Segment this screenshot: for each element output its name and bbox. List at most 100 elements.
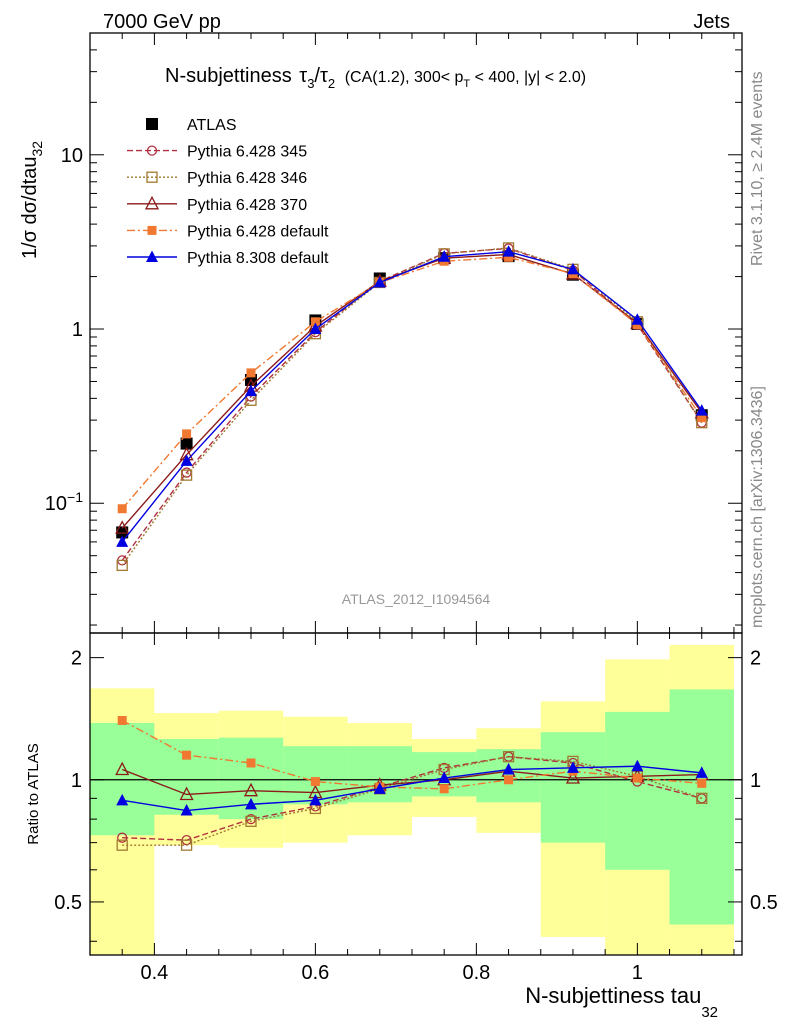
ratio-series-point-3 <box>697 778 707 788</box>
main-series-line-1 <box>121 247 703 561</box>
ratio-inner-band <box>540 732 606 843</box>
ratio-series-line-1 <box>122 755 702 846</box>
ratio-y-tick-label-left: 2 <box>71 648 82 670</box>
main-series-point-4 <box>697 413 707 423</box>
x-axis-label: N-subjettiness tau32 <box>525 983 718 1021</box>
legend-marker-0 <box>146 118 158 130</box>
main-series-line-5 <box>121 250 703 543</box>
ratio-series-point-4 <box>438 771 451 784</box>
ratio-series-line-4 <box>122 765 702 812</box>
ratio-series-point-2 <box>179 786 194 801</box>
main-series-point-5 <box>502 245 515 257</box>
collision-label: 7000 GeV pp <box>103 11 221 33</box>
ratio-series-point-1 <box>180 839 193 851</box>
ratio-series-point-4 <box>373 782 386 794</box>
ratio-series-point-3 <box>439 784 449 794</box>
ratio-panel: 0.5 0.5 1 1 2 2 0.4 0.6 0.8 1 <box>54 632 778 984</box>
ratio-series-point-1 <box>116 839 128 851</box>
ratio-y-tick-label-left: 0.5 <box>54 892 82 914</box>
ratio-series-point-2 <box>115 761 130 776</box>
main-title: N-subjettiness τ3/τ2 (CA(1.2), 300< pT <… <box>165 65 586 93</box>
main-y-tick-label: 10−1 <box>45 489 83 515</box>
main-series-point-5 <box>116 535 129 547</box>
ratio-inner-band <box>154 739 219 815</box>
main-series-line-4 <box>121 256 703 510</box>
ratio-series-point-3 <box>182 750 192 760</box>
main-series-point-2 <box>180 469 193 481</box>
ratio-series-point-4 <box>309 793 322 806</box>
legend-label-4: Pythia 6.428 default <box>187 223 329 240</box>
main-series-point-5 <box>373 275 386 288</box>
main-y-tick-label: 10 <box>61 145 83 167</box>
ratio-series-point-4 <box>116 793 129 806</box>
ratio-series-point-3 <box>632 773 642 783</box>
x-tick-label: 0.6 <box>301 962 329 984</box>
ratio-series-point-3 <box>246 758 256 768</box>
main-series-point-5 <box>244 384 257 397</box>
ratio-series-point-4 <box>244 797 257 810</box>
x-tick-label: 0.4 <box>140 962 168 984</box>
ratio-inner-band <box>669 689 734 925</box>
legend-label-3: Pythia 6.428 370 <box>187 197 307 214</box>
ratio-series-point-3 <box>117 715 127 725</box>
main-series-point-4 <box>504 252 514 262</box>
main-series-point-0 <box>116 526 129 539</box>
ratio-series-point-1 <box>696 792 708 805</box>
ratio-series-point-0 <box>117 832 128 843</box>
ratio-series-line-2 <box>121 768 702 796</box>
main-y-axis-label: 1/σ dσ/dtau32 <box>19 141 45 259</box>
legend-label-1: Pythia 6.428 345 <box>187 144 307 161</box>
legend-label-0: ATLAS <box>187 117 237 134</box>
legend-marker-4 <box>147 225 157 235</box>
ratio-series-point-1 <box>502 751 515 763</box>
ratio-series-point-3 <box>504 775 514 785</box>
main-series-line-3 <box>121 253 703 529</box>
ratio-series-point-4 <box>566 761 579 773</box>
x-tick-label: 1 <box>632 962 643 984</box>
process-label: Jets <box>693 11 730 33</box>
ratio-series-point-4 <box>695 766 708 778</box>
legend-marker-2 <box>146 171 158 183</box>
main-series-point-5 <box>180 454 193 466</box>
analysis-id-label: ATLAS_2012_I1094564 <box>342 591 491 607</box>
rivet-version-label: Rivet 3.1.10, ≥ 2.4M events <box>749 71 766 266</box>
legend-marker-1 <box>146 145 158 156</box>
main-series-point-5 <box>695 404 708 416</box>
ratio-series-point-4 <box>631 759 644 772</box>
main-series-point-4 <box>246 368 256 378</box>
ratio-series-point-2 <box>565 770 581 784</box>
main-series-point-4 <box>182 429 192 439</box>
main-series-point-5 <box>631 313 644 325</box>
ratio-series-point-3 <box>310 777 320 787</box>
main-series-line-2 <box>121 247 703 566</box>
x-tick-label: 0.8 <box>462 962 490 984</box>
legend: ATLAS Pythia 6.428 345 Pythia 6.428 346 Pyt… <box>127 117 329 267</box>
ratio-series-line-3 <box>121 719 702 790</box>
ratio-inner-band <box>605 711 670 870</box>
main-series-point-3 <box>115 520 130 534</box>
ratio-series-point-1 <box>245 815 257 827</box>
ratio-y-axis-label: Ratio to ATLAS <box>25 743 42 844</box>
ratio-series-point-4 <box>502 763 515 775</box>
main-series-point-0 <box>180 437 193 450</box>
legend-label-2: Pythia 6.428 346 <box>187 170 307 187</box>
main-panel: 10 1 10−1 <box>45 32 743 634</box>
legend-label-5: Pythia 8.308 default <box>187 250 329 267</box>
main-series-point-4 <box>117 504 127 514</box>
ratio-y-tick-label-right: 0.5 <box>750 892 778 914</box>
ratio-series-point-4 <box>180 804 193 816</box>
ratio-y-tick-label-right: 1 <box>750 770 761 792</box>
legend-marker-3 <box>144 195 160 210</box>
ratio-y-tick-label-right: 2 <box>750 648 761 670</box>
main-series-point-2 <box>116 559 128 572</box>
main-series-point-5 <box>309 322 322 335</box>
ratio-y-tick-label-left: 1 <box>71 770 82 792</box>
main-series-point-4 <box>310 317 320 327</box>
ratio-series-point-2 <box>243 782 259 797</box>
mcplots-label: mcplots.cern.ch [arXiv:1306.3436] <box>749 386 766 628</box>
legend-marker-5 <box>146 250 158 262</box>
main-y-tick-label: 1 <box>72 319 83 341</box>
main-series-point-5 <box>438 250 451 262</box>
main-series-point-5 <box>566 262 579 275</box>
